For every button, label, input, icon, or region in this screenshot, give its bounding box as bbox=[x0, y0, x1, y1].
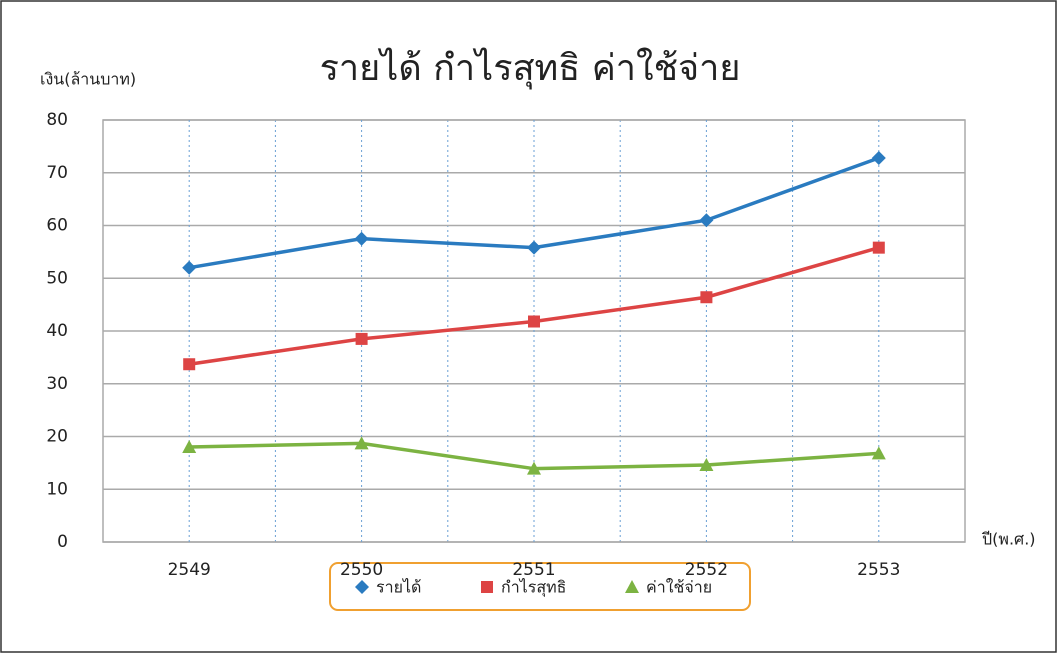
data-point bbox=[183, 358, 196, 371]
legend-label: ค่าใช้จ่าย bbox=[646, 578, 712, 597]
y-tick-label: 20 bbox=[46, 427, 68, 447]
y-axis-label: เงิน(ล้านบาท) bbox=[40, 70, 136, 89]
data-point bbox=[527, 240, 541, 255]
x-tick-label: 2549 bbox=[168, 560, 211, 580]
legend-box bbox=[329, 562, 751, 611]
y-tick-label: 50 bbox=[46, 268, 68, 288]
y-tick-label: 60 bbox=[46, 216, 68, 236]
y-tick-label: 0 bbox=[57, 532, 68, 552]
x-tick-label: 2551 bbox=[512, 560, 555, 580]
y-tick-label: 80 bbox=[46, 110, 68, 130]
data-point bbox=[355, 332, 368, 345]
x-tick-label: 2552 bbox=[685, 560, 728, 580]
data-point bbox=[354, 436, 369, 450]
legend-marker bbox=[625, 580, 639, 593]
x-tick-label: 2550 bbox=[340, 560, 383, 580]
y-tick-label: 30 bbox=[46, 374, 68, 394]
data-point bbox=[871, 446, 886, 460]
legend-label: กำไรสุทธิ bbox=[501, 578, 566, 598]
data-point bbox=[182, 440, 197, 454]
legend-marker bbox=[481, 581, 493, 593]
data-point bbox=[700, 291, 713, 304]
y-tick-label: 70 bbox=[46, 163, 68, 183]
data-point bbox=[182, 260, 197, 275]
x-axis-label: ปี(พ.ศ.) bbox=[982, 530, 1036, 549]
legend-marker bbox=[355, 580, 369, 594]
y-tick-label: 10 bbox=[46, 479, 68, 499]
legend-label: รายได้ bbox=[376, 578, 421, 597]
data-point bbox=[872, 241, 885, 254]
data-point bbox=[354, 231, 369, 246]
data-point bbox=[527, 461, 541, 475]
data-point bbox=[871, 150, 886, 165]
chart-title: รายได้ กำไรสุทธิ ค่าใช้จ่าย bbox=[320, 47, 741, 90]
data-point bbox=[528, 315, 540, 328]
data-point bbox=[699, 213, 714, 228]
data-point bbox=[699, 457, 714, 471]
x-tick-label: 2553 bbox=[857, 560, 900, 580]
y-tick-label: 40 bbox=[46, 321, 68, 341]
